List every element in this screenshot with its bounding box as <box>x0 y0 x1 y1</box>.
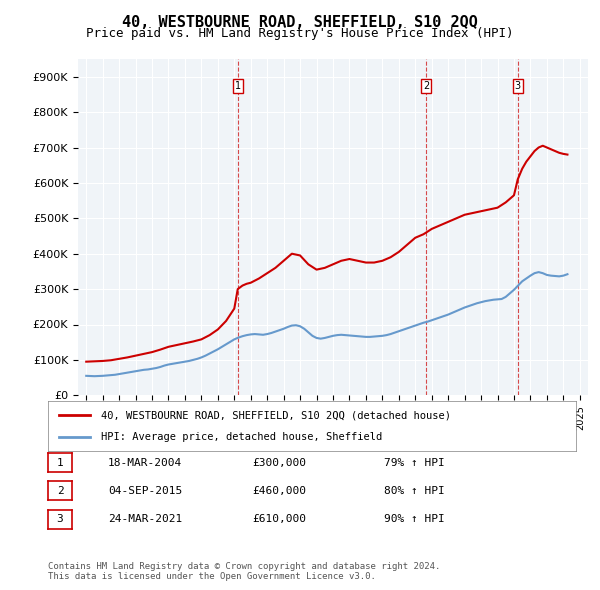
Text: 2: 2 <box>423 81 430 91</box>
Text: 18-MAR-2004: 18-MAR-2004 <box>108 458 182 467</box>
Text: 40, WESTBOURNE ROAD, SHEFFIELD, S10 2QQ (detached house): 40, WESTBOURNE ROAD, SHEFFIELD, S10 2QQ … <box>101 410 451 420</box>
Text: £460,000: £460,000 <box>252 486 306 496</box>
Text: 24-MAR-2021: 24-MAR-2021 <box>108 514 182 524</box>
Text: 79% ↑ HPI: 79% ↑ HPI <box>384 458 445 467</box>
Text: £300,000: £300,000 <box>252 458 306 467</box>
Text: 40, WESTBOURNE ROAD, SHEFFIELD, S10 2QQ: 40, WESTBOURNE ROAD, SHEFFIELD, S10 2QQ <box>122 15 478 30</box>
Text: 3: 3 <box>515 81 521 91</box>
Text: Contains HM Land Registry data © Crown copyright and database right 2024.
This d: Contains HM Land Registry data © Crown c… <box>48 562 440 581</box>
Text: 1: 1 <box>235 81 241 91</box>
Text: Price paid vs. HM Land Registry's House Price Index (HPI): Price paid vs. HM Land Registry's House … <box>86 27 514 40</box>
Text: £610,000: £610,000 <box>252 514 306 524</box>
Text: 04-SEP-2015: 04-SEP-2015 <box>108 486 182 496</box>
Text: 3: 3 <box>56 514 64 524</box>
Text: HPI: Average price, detached house, Sheffield: HPI: Average price, detached house, Shef… <box>101 432 382 442</box>
Text: 1: 1 <box>56 458 64 467</box>
Text: 80% ↑ HPI: 80% ↑ HPI <box>384 486 445 496</box>
Text: 2: 2 <box>56 486 64 496</box>
Text: 90% ↑ HPI: 90% ↑ HPI <box>384 514 445 524</box>
